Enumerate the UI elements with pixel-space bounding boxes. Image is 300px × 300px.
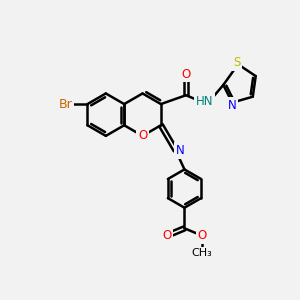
Text: O: O	[162, 229, 171, 242]
Text: CH₃: CH₃	[192, 248, 212, 258]
Text: N: N	[176, 144, 184, 157]
Text: O: O	[138, 129, 147, 142]
Text: N: N	[228, 99, 236, 112]
Text: HN: HN	[195, 94, 213, 108]
Text: S: S	[233, 56, 240, 69]
Text: O: O	[181, 68, 190, 80]
Text: O: O	[197, 229, 207, 242]
Text: Br: Br	[58, 98, 72, 111]
